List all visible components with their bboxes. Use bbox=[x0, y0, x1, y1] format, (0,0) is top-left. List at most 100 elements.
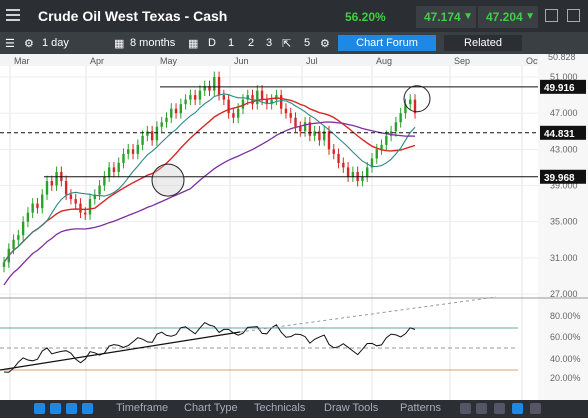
technicals-tab[interactable]: Technicals bbox=[254, 402, 306, 414]
y-tick-label: 50.828 bbox=[548, 54, 576, 62]
candle-body bbox=[17, 235, 20, 240]
candle-body bbox=[313, 131, 316, 136]
candle-body bbox=[380, 144, 383, 150]
candle-body bbox=[36, 203, 39, 209]
candle-body bbox=[131, 149, 135, 154]
candle-body bbox=[284, 108, 288, 114]
candle-body bbox=[79, 203, 82, 213]
layout-icon[interactable] bbox=[82, 403, 93, 414]
candle-body bbox=[322, 131, 326, 141]
candle-body bbox=[375, 149, 378, 159]
range-select[interactable]: 8 months bbox=[130, 37, 176, 49]
candle-body bbox=[45, 181, 49, 195]
level-badge bbox=[540, 125, 586, 140]
ask-price[interactable]: 47.204 ▼ bbox=[478, 6, 538, 28]
calendar-icon[interactable]: ▦ bbox=[114, 38, 125, 50]
candle-body bbox=[2, 262, 6, 267]
month-label: Oct bbox=[526, 56, 541, 66]
draw-2-button[interactable]: 2 bbox=[248, 37, 255, 49]
draw-3-button[interactable]: 3 bbox=[266, 37, 273, 49]
candle-body bbox=[318, 131, 321, 141]
candle-body bbox=[193, 95, 197, 100]
pan-icon[interactable] bbox=[494, 403, 505, 414]
refresh-icon[interactable] bbox=[34, 403, 45, 414]
candle-body bbox=[279, 95, 283, 109]
candle-body bbox=[241, 99, 245, 109]
candle-body bbox=[366, 167, 369, 177]
bid-price[interactable]: 47.174 ▼ bbox=[416, 6, 476, 28]
candle-body bbox=[107, 167, 111, 177]
candle-body bbox=[294, 117, 297, 127]
settings-icon[interactable]: ⚙ bbox=[320, 38, 330, 50]
zoom-icon[interactable] bbox=[50, 403, 61, 414]
level-label: 39.968 bbox=[544, 173, 575, 184]
candle-body bbox=[208, 86, 211, 91]
candle-body bbox=[346, 167, 350, 177]
candle-body bbox=[327, 131, 331, 150]
chart-forum-button[interactable]: Chart Forum bbox=[338, 35, 436, 51]
candle-body bbox=[222, 95, 226, 100]
candle-body bbox=[370, 158, 374, 168]
chart-toolbar: ☰ ⚙ 1 day ▦ 8 months ▦ D 1 2 3 ⇱ 5 ⚙ Cha… bbox=[0, 32, 588, 54]
timeframe-tab[interactable]: Timeframe bbox=[116, 402, 169, 414]
zoom-in-icon[interactable] bbox=[476, 403, 487, 414]
candle-body bbox=[21, 221, 25, 236]
candle-body bbox=[141, 135, 144, 145]
draw-1-button[interactable]: 1 bbox=[228, 37, 235, 49]
annotation-circle bbox=[403, 85, 431, 113]
minimize-icon[interactable] bbox=[545, 9, 558, 22]
candle-body bbox=[399, 113, 402, 123]
y-tick-label: 27.000 bbox=[550, 289, 578, 299]
candle-body bbox=[174, 108, 178, 114]
candle-body bbox=[12, 239, 15, 249]
candle-body bbox=[26, 212, 30, 222]
y-tick-label: 47.000 bbox=[550, 108, 578, 118]
candle-body bbox=[342, 162, 345, 168]
close-icon[interactable] bbox=[567, 9, 580, 22]
moving-average-line bbox=[3, 93, 416, 263]
candle-body bbox=[150, 131, 154, 141]
month-label: Jul bbox=[306, 56, 318, 66]
chart-type-tab[interactable]: Chart Type bbox=[184, 402, 238, 414]
gear-icon[interactable]: ⚙ bbox=[24, 38, 34, 50]
draw-d-button[interactable]: D bbox=[208, 37, 216, 49]
screenshot-icon[interactable] bbox=[530, 403, 541, 414]
candle-body bbox=[98, 185, 101, 195]
candle-body bbox=[413, 99, 417, 114]
candle-body bbox=[55, 171, 58, 186]
candle-body bbox=[179, 104, 183, 114]
candle-body bbox=[332, 149, 335, 154]
price-chart[interactable]: Mar Apr May Jun Jul Aug Sep Oct 51.000 47.000 43.0… bbox=[0, 52, 588, 400]
patterns-tab[interactable]: Patterns bbox=[400, 402, 441, 414]
month-label: Apr bbox=[90, 56, 104, 66]
zoom-out-icon[interactable] bbox=[460, 403, 471, 414]
list-icon[interactable]: ☰ bbox=[5, 38, 15, 50]
oscillator-line bbox=[3, 321, 416, 373]
candle-body bbox=[122, 153, 125, 163]
candle-body bbox=[246, 95, 249, 100]
calendar-icon[interactable]: ▦ bbox=[188, 38, 199, 50]
level-label: 44.831 bbox=[544, 129, 575, 140]
pencil-icon[interactable] bbox=[66, 403, 77, 414]
add-icon[interactable] bbox=[512, 403, 523, 414]
candle-body bbox=[351, 171, 355, 177]
y-tick-label: 31.000 bbox=[550, 253, 578, 263]
count-button[interactable]: 5 bbox=[304, 37, 311, 49]
chart-area[interactable]: Mar Apr May Jun Jul Aug Sep Oct 51.000 47.000 43.0… bbox=[0, 52, 588, 400]
y-tick-label: 51.000 bbox=[550, 72, 578, 82]
export-icon[interactable]: ⇱ bbox=[282, 38, 292, 50]
month-label: Aug bbox=[376, 56, 392, 66]
related-button[interactable]: Related bbox=[444, 35, 522, 51]
trend-line-extension bbox=[239, 296, 497, 333]
menu-icon[interactable] bbox=[6, 9, 20, 21]
candle-body bbox=[136, 144, 140, 154]
candle-body bbox=[303, 122, 307, 132]
candle-body bbox=[69, 194, 73, 200]
candle-body bbox=[160, 122, 163, 127]
draw-tools-tab[interactable]: Draw Tools bbox=[324, 402, 379, 414]
candle-body bbox=[93, 194, 97, 200]
candle-body bbox=[189, 95, 192, 100]
candle-body bbox=[299, 126, 302, 132]
candle-body bbox=[165, 117, 168, 123]
interval-select[interactable]: 1 day bbox=[42, 37, 69, 49]
